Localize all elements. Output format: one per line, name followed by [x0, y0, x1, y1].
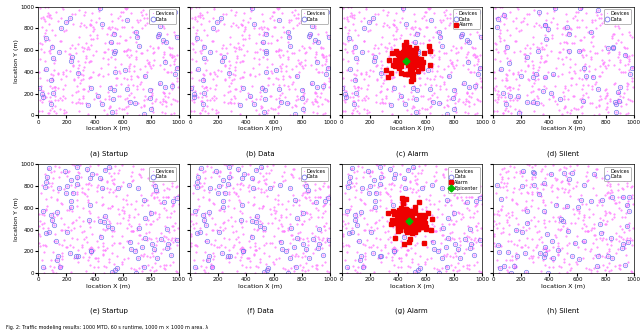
X-axis label: location X (m): location X (m) — [541, 126, 586, 131]
Legend: Devices, Data: Devices, Data — [301, 167, 328, 181]
Text: (g) Alarm: (g) Alarm — [396, 308, 428, 314]
X-axis label: location X (m): location X (m) — [541, 284, 586, 289]
Legend: Devices, Data: Devices, Data — [150, 167, 177, 181]
X-axis label: location X (m): location X (m) — [238, 126, 282, 131]
Y-axis label: location Y (m): location Y (m) — [14, 39, 19, 83]
Text: (d) Silent: (d) Silent — [547, 150, 579, 157]
Text: (h) Silent: (h) Silent — [547, 308, 579, 314]
Legend: Devices, Data: Devices, Data — [301, 9, 328, 24]
X-axis label: location X (m): location X (m) — [238, 284, 282, 289]
Text: (c) Alarm: (c) Alarm — [396, 150, 428, 157]
Text: (a) Startup: (a) Startup — [90, 150, 127, 157]
X-axis label: location X (m): location X (m) — [86, 126, 131, 131]
X-axis label: location X (m): location X (m) — [390, 126, 434, 131]
X-axis label: location X (m): location X (m) — [86, 284, 131, 289]
Y-axis label: location Y (m): location Y (m) — [14, 197, 19, 241]
Text: Fig. 2: Traffic modeling results: 1000 MTD, 60 s runtime, 1000 m × 1000 m area. : Fig. 2: Traffic modeling results: 1000 M… — [6, 325, 209, 330]
Legend: Devices, Data: Devices, Data — [150, 9, 177, 24]
X-axis label: location X (m): location X (m) — [390, 284, 434, 289]
Legend: Devices, Data: Devices, Data — [604, 167, 631, 181]
Text: (e) Startup: (e) Startup — [90, 308, 127, 314]
Text: (b) Data: (b) Data — [246, 150, 275, 157]
Legend: Devices, Data: Devices, Data — [604, 9, 631, 24]
Legend: Devices, Data, Alarm, Epicenter: Devices, Data, Alarm, Epicenter — [448, 167, 479, 193]
Text: (f) Data: (f) Data — [247, 308, 273, 314]
Legend: Devices, Data, Alarm: Devices, Data, Alarm — [452, 9, 479, 29]
